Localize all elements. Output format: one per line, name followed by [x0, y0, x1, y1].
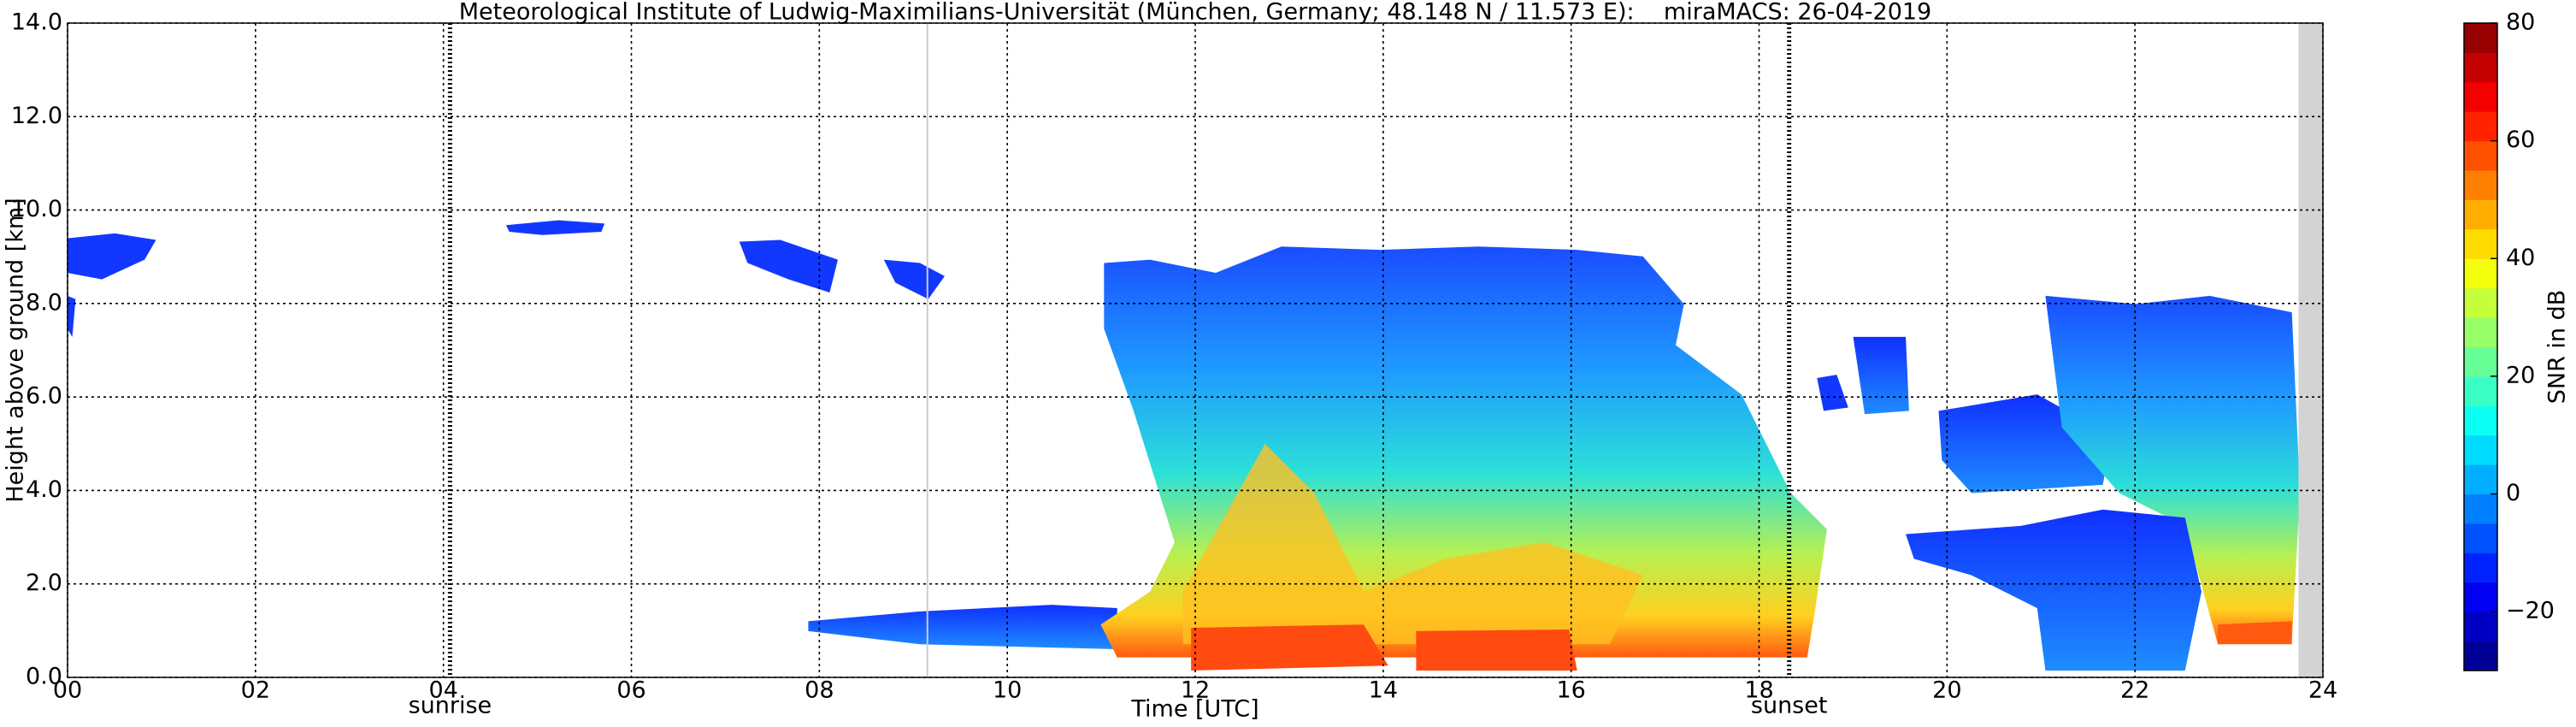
colorbar-band	[2464, 553, 2497, 583]
colorbar-band	[2464, 346, 2497, 377]
colorbar-band	[2464, 52, 2497, 83]
colorbar-tick-label: −20	[2506, 598, 2555, 624]
colorbar-band	[2464, 23, 2497, 53]
colorbar-band	[2464, 317, 2497, 347]
colorbar-tick-label: 0	[2506, 480, 2520, 506]
colorbar-band	[2464, 434, 2497, 465]
colorbar-band	[2464, 641, 2497, 671]
x-tick-label: 02	[241, 677, 270, 704]
y-tick-label: 14.0	[11, 9, 62, 36]
colorbar-band	[2464, 170, 2497, 200]
annotation-label: sunset	[1751, 693, 1828, 719]
colorbar-band	[2464, 199, 2497, 230]
y-tick-label: 10.0	[11, 196, 62, 222]
y-axis-label: Height above ground [km]	[3, 198, 29, 502]
y-tick-label: 8.0	[26, 289, 62, 316]
colorbar-band	[2464, 405, 2497, 436]
x-tick-label: 06	[616, 677, 645, 704]
colorbar-band	[2464, 494, 2497, 524]
no-data-span	[2298, 23, 2323, 677]
colorbar-band	[2464, 258, 2497, 289]
colorbar-label: SNR in dB	[2544, 290, 2571, 405]
colorbar-frame	[2463, 22, 2498, 671]
x-tick-label: 12	[1181, 677, 1210, 704]
x-tick-label: 24	[2308, 677, 2337, 704]
y-tick-label: 0.0	[26, 664, 62, 690]
y-tick-label: 12.0	[11, 103, 62, 129]
y-tick-label: 6.0	[26, 383, 62, 410]
x-tick-label: 18	[1744, 677, 1773, 704]
colorbar-band	[2464, 228, 2497, 259]
colorbar-band	[2464, 582, 2497, 612]
colorbar-band	[2464, 464, 2497, 495]
colorbar-tick-label: 20	[2506, 362, 2535, 388]
colorbar-band	[2464, 81, 2497, 112]
annotation-label: sunrise	[409, 693, 492, 719]
colorbar-tick-label: 60	[2506, 127, 2535, 153]
y-tick-label: 4.0	[26, 476, 62, 503]
x-tick-label: 08	[805, 677, 834, 704]
colorbar-band	[2464, 140, 2497, 171]
y-tick-label: 2.0	[26, 570, 62, 596]
x-tick-label: 20	[1932, 677, 1961, 704]
x-tick-label: 10	[993, 677, 1022, 704]
colorbar-band	[2464, 375, 2497, 406]
x-axis-label: Time [UTC]	[1130, 696, 1259, 723]
x-tick-label: 14	[1369, 677, 1398, 704]
x-tick-label: 04	[428, 677, 457, 704]
colorbar-band	[2464, 287, 2497, 318]
chart-title: Meteorological Institute of Ludwig-Maxim…	[459, 0, 1932, 26]
x-tick-label: 00	[53, 677, 82, 704]
colorbar-tick-label: 40	[2506, 245, 2535, 271]
colorbar-band	[2464, 111, 2497, 142]
x-tick-label: 22	[2120, 677, 2149, 704]
plot-frame	[67, 22, 2324, 678]
echo-field	[67, 220, 2301, 671]
colorbar-band	[2464, 612, 2497, 642]
colorbar-tick-label: 80	[2506, 9, 2535, 36]
x-tick-label: 16	[1556, 677, 1585, 704]
colorbar-band	[2464, 523, 2497, 553]
